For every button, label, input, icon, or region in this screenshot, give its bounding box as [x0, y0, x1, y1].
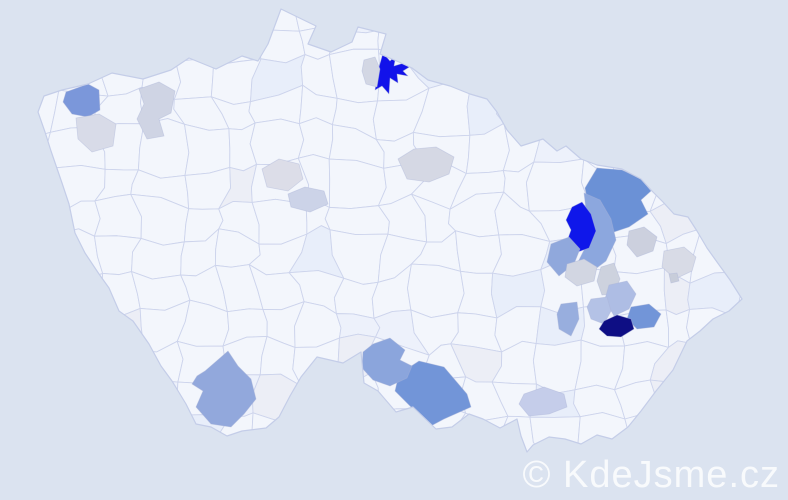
district-cell — [532, 339, 582, 394]
district-cell — [249, 118, 305, 166]
map-region-ne-gray-c[interactable] — [626, 226, 658, 258]
map-region-south-medium[interactable] — [394, 360, 472, 428]
map-region-south-pale[interactable] — [518, 386, 568, 417]
map-region-north-gray-small[interactable] — [361, 56, 381, 88]
country-outline — [37, 8, 743, 453]
district-cell — [324, 205, 390, 236]
map-region-far-east-gray[interactable] — [661, 246, 697, 280]
district-cell — [457, 270, 498, 319]
map-region-southwest-light[interactable] — [191, 350, 257, 428]
map-region-northwest-medium[interactable] — [62, 83, 101, 118]
map-region-ne-gray-a[interactable] — [564, 258, 598, 287]
highlighted-regions — [62, 52, 697, 428]
map-region-ne-bright[interactable] — [565, 201, 597, 254]
map-region-far-east-gray-dot[interactable] — [668, 272, 680, 284]
map-region-central-gray-b[interactable] — [287, 186, 329, 213]
map-region-central-gray-a[interactable] — [261, 158, 304, 192]
district-cell — [407, 263, 465, 319]
district-cell — [333, 277, 379, 319]
map-region-east-navy[interactable] — [598, 314, 635, 338]
map-region-northwest-gray-b[interactable] — [136, 81, 176, 140]
map-region-east-light[interactable] — [556, 301, 580, 337]
district-cell — [131, 238, 185, 280]
district-cell — [297, 117, 334, 160]
district-cell — [328, 158, 387, 210]
district-cell — [184, 123, 231, 176]
watermark: © KdeJsme.cz — [522, 454, 780, 496]
map-region-central-east-gray[interactable] — [397, 146, 455, 183]
map-region-northwest-gray-a[interactable] — [75, 113, 117, 153]
district-cell — [455, 230, 502, 274]
